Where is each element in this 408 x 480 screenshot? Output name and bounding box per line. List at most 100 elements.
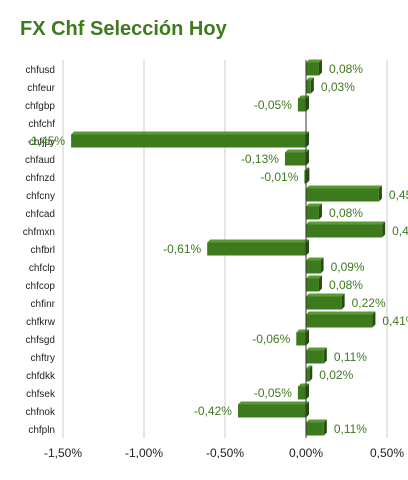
data-label: 0,09% bbox=[331, 260, 365, 274]
data-label: -0,61% bbox=[163, 242, 201, 256]
category-label: chfnzd bbox=[26, 173, 55, 184]
category-label: chfcop bbox=[26, 281, 56, 292]
bar-side-face bbox=[320, 257, 324, 274]
bar-top-face bbox=[306, 293, 345, 297]
data-label: 0,22% bbox=[352, 296, 386, 310]
category-label: chfsgd bbox=[26, 335, 55, 346]
bar-side-face bbox=[372, 311, 376, 328]
category-label: chfdkk bbox=[26, 371, 56, 382]
category-label: chfcad bbox=[26, 209, 55, 220]
bar-side-face bbox=[323, 419, 327, 436]
bar bbox=[296, 332, 306, 346]
bar-top-face bbox=[306, 203, 322, 207]
bar bbox=[297, 386, 306, 400]
bar bbox=[207, 242, 306, 256]
bar-side-face bbox=[323, 347, 327, 364]
bar-top-face bbox=[306, 419, 327, 423]
bar-side-face bbox=[306, 239, 309, 256]
bar-side-face bbox=[318, 203, 322, 220]
bar bbox=[304, 170, 307, 184]
category-label: chfcny bbox=[26, 191, 55, 202]
data-label: 0,11% bbox=[334, 350, 367, 364]
bar-side-face bbox=[310, 77, 314, 94]
category-label: chfkrw bbox=[26, 317, 56, 328]
bar bbox=[306, 224, 383, 238]
data-label: 0,08% bbox=[329, 62, 363, 76]
category-label: chfgbp bbox=[25, 101, 55, 112]
data-label: 0,41% bbox=[382, 314, 408, 328]
bar-side-face bbox=[306, 149, 309, 166]
bar-side-face bbox=[382, 221, 386, 238]
category-label: chfusd bbox=[26, 65, 55, 76]
bar-side-face bbox=[318, 59, 322, 76]
category-label: chfclp bbox=[29, 263, 56, 274]
bar bbox=[306, 206, 319, 220]
bar-top-face bbox=[306, 185, 382, 189]
bar-top-face bbox=[306, 221, 386, 225]
bar-top-face bbox=[306, 311, 376, 315]
data-label: 0,11% bbox=[334, 422, 367, 436]
bar-top-face bbox=[71, 131, 309, 135]
x-tick-label: -1,00% bbox=[125, 446, 163, 460]
bar-side-face bbox=[318, 275, 322, 292]
chart-title: FX Chf Selección Hoy bbox=[20, 18, 227, 40]
data-label: -0,06% bbox=[252, 332, 290, 346]
bar-top-face bbox=[306, 347, 327, 351]
bar-top-face bbox=[306, 275, 322, 279]
data-label: 0,03% bbox=[321, 80, 355, 94]
category-label: chfeur bbox=[27, 83, 55, 94]
bar-top-face bbox=[306, 365, 313, 369]
category-label: chfmxn bbox=[23, 227, 55, 238]
bar bbox=[284, 152, 306, 166]
bar-side-face bbox=[309, 365, 313, 382]
bar bbox=[306, 260, 321, 274]
category-label: chfinr bbox=[31, 299, 56, 310]
bar bbox=[306, 278, 319, 292]
category-label: chfbrl bbox=[31, 245, 55, 256]
bar bbox=[306, 422, 324, 436]
category-label: chftry bbox=[31, 353, 55, 364]
data-label: 0,08% bbox=[329, 206, 363, 220]
data-label: -0,42% bbox=[194, 404, 232, 418]
bar bbox=[306, 350, 324, 364]
category-label: chfchf bbox=[28, 119, 55, 130]
bar-top-face bbox=[237, 401, 309, 405]
bar bbox=[306, 80, 311, 94]
bar bbox=[306, 368, 310, 382]
bar-side-face bbox=[306, 329, 309, 346]
data-label: 0,45% bbox=[389, 188, 408, 202]
category-label: chfjpy bbox=[29, 137, 55, 148]
x-tick-label: 0,50% bbox=[370, 446, 404, 460]
bar bbox=[306, 188, 379, 202]
bar-side-face bbox=[306, 383, 309, 400]
category-label: chfpln bbox=[28, 425, 55, 436]
bar-side-face bbox=[306, 167, 310, 184]
category-label: chfnok bbox=[26, 407, 56, 418]
data-label: -0,01% bbox=[260, 170, 298, 184]
bar-side-face bbox=[306, 95, 309, 112]
data-label: -0,05% bbox=[254, 98, 292, 112]
bar-side-face bbox=[306, 131, 309, 148]
bar-top-face bbox=[306, 77, 314, 81]
bar bbox=[297, 98, 306, 112]
bar bbox=[237, 404, 306, 418]
data-label: -1,45% bbox=[27, 134, 65, 148]
data-label: 0,47% bbox=[392, 224, 408, 238]
data-label: 0,02% bbox=[319, 368, 353, 382]
bar bbox=[306, 62, 319, 76]
bar bbox=[306, 314, 373, 328]
bar bbox=[306, 296, 342, 310]
bar-side-face bbox=[341, 293, 345, 310]
category-label: chfaud bbox=[25, 155, 55, 166]
bar-top-face bbox=[306, 257, 324, 261]
data-label: -0,05% bbox=[254, 386, 292, 400]
data-label: 0,08% bbox=[329, 278, 363, 292]
bar-top-face bbox=[284, 149, 309, 153]
x-tick-label: -1,50% bbox=[44, 446, 82, 460]
bar-top-face bbox=[306, 59, 322, 63]
x-tick-label: 0,00% bbox=[289, 446, 323, 460]
bar-top-face bbox=[207, 239, 309, 243]
bar-side-face bbox=[378, 185, 382, 202]
bar bbox=[71, 134, 306, 148]
